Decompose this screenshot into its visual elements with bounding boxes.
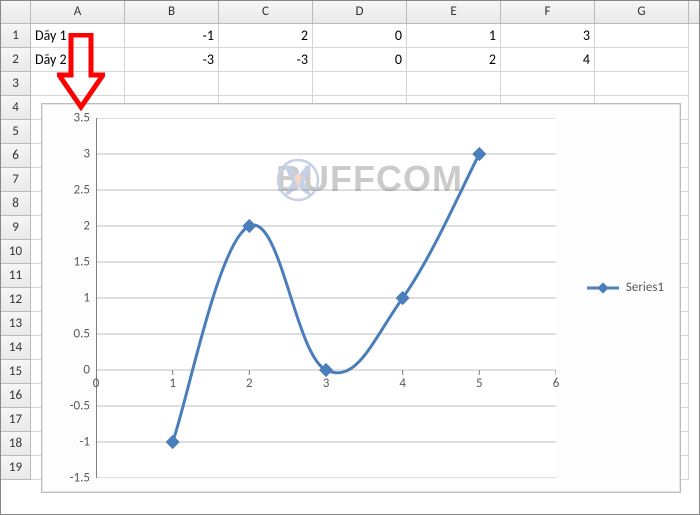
cell-F2[interactable]: 4 [501,48,595,72]
cell-C2[interactable]: -3 [219,48,313,72]
cell-F3[interactable] [501,72,595,96]
cell-G2[interactable] [595,48,689,72]
cell-E3[interactable] [407,72,501,96]
row-header-5[interactable]: 5 [1,120,31,144]
row-header-3[interactable]: 3 [1,72,31,96]
legend-marker [586,281,620,295]
x-tick-label: 2 [246,376,253,391]
row-header-17[interactable]: 17 [1,408,31,432]
cell-A2[interactable]: Dãy 2 [31,48,125,72]
y-tick-label: -1.5 [54,471,90,486]
col-header-D[interactable]: D [313,1,407,23]
cell-E1[interactable]: 1 [407,24,501,48]
row-header-12[interactable]: 12 [1,288,31,312]
row-header-11[interactable]: 11 [1,264,31,288]
row-header-10[interactable]: 10 [1,240,31,264]
y-tick-label: 3 [54,147,90,162]
grid-row: 3 [1,72,699,96]
col-header-B[interactable]: B [125,1,219,23]
col-header-E[interactable]: E [407,1,501,23]
cell-B3[interactable] [125,72,219,96]
row-header-18[interactable]: 18 [1,432,31,456]
legend-label: Series1 [626,280,664,295]
y-tick-label: 2.5 [54,183,90,198]
row-header-7[interactable]: 7 [1,168,31,192]
x-tick-label: 5 [476,376,483,391]
row-header-19[interactable]: 19 [1,456,31,480]
row-header-9[interactable]: 9 [1,216,31,240]
grid-row: 1Dãy 1-12013 [1,24,699,48]
cell-E2[interactable]: 2 [407,48,501,72]
x-tick-label: 1 [169,376,176,391]
cell-C1[interactable]: 2 [219,24,313,48]
cell-B2[interactable]: -3 [125,48,219,72]
cell-C3[interactable] [219,72,313,96]
row-header-2[interactable]: 2 [1,48,31,72]
col-header-C[interactable]: C [219,1,313,23]
chart-object[interactable]: -1.5-1-0.500.511.522.533.5 BUFFCOM 01234… [41,103,681,493]
row-header-16[interactable]: 16 [1,384,31,408]
plot-area: BUFFCOM [96,118,556,478]
col-header-F[interactable]: F [501,1,595,23]
y-tick-label: -0.5 [54,399,90,414]
row-header-4[interactable]: 4 [1,96,31,120]
y-tick-label: -1 [54,435,90,450]
row-header-1[interactable]: 1 [1,24,31,48]
y-axis-labels: -1.5-1-0.500.511.522.533.5 [54,118,92,478]
y-tick-label: 0 [54,363,90,378]
row-header-8[interactable]: 8 [1,192,31,216]
cell-D1[interactable]: 0 [313,24,407,48]
row-header-13[interactable]: 13 [1,312,31,336]
cell-F1[interactable]: 3 [501,24,595,48]
y-tick-label: 2 [54,219,90,234]
x-tick-label: 0 [93,376,100,391]
chart-legend[interactable]: Series1 [586,280,664,295]
cell-A3[interactable] [31,72,125,96]
x-tick-label: 6 [553,376,560,391]
x-tick-label: 3 [323,376,330,391]
row-header-15[interactable]: 15 [1,360,31,384]
row-header-14[interactable]: 14 [1,336,31,360]
cell-D2[interactable]: 0 [313,48,407,72]
cell-G1[interactable] [595,24,689,48]
y-tick-label: 1 [54,291,90,306]
grid-row: 2Dãy 2-3-3024 [1,48,699,72]
row-header-6[interactable]: 6 [1,144,31,168]
cell-B1[interactable]: -1 [125,24,219,48]
col-header-G[interactable]: G [595,1,689,23]
cell-A1[interactable]: Dãy 1 [31,24,125,48]
select-all-corner[interactable] [1,1,31,23]
y-tick-label: 1.5 [54,255,90,270]
col-header-A[interactable]: A [31,1,125,23]
cell-G3[interactable] [595,72,689,96]
y-tick-label: 0.5 [54,327,90,342]
column-headers: A B C D E F G [1,1,699,24]
x-tick-label: 4 [399,376,406,391]
cell-D3[interactable] [313,72,407,96]
y-tick-label: 3.5 [54,111,90,126]
